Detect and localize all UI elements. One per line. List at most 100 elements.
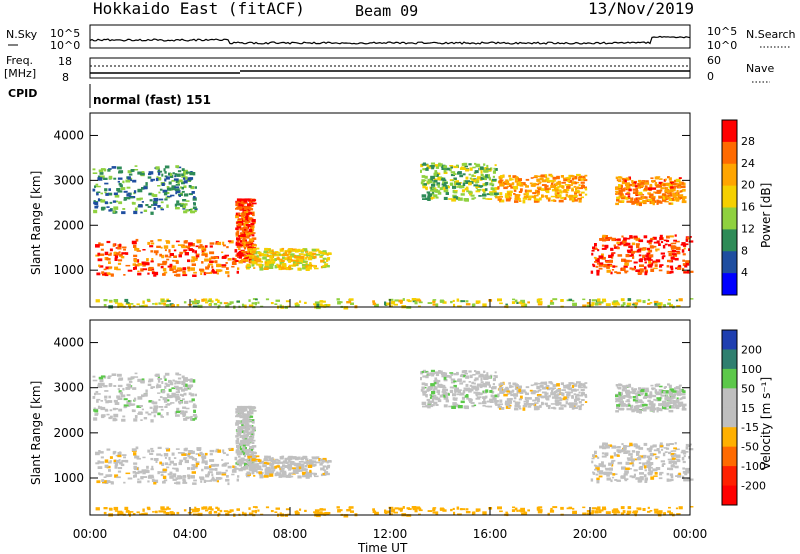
velocity-echo-cell [314, 509, 320, 513]
power-echo-cell [242, 238, 246, 242]
velocity-echo-cell [236, 460, 242, 464]
velocity-echo-cell [303, 461, 306, 464]
velocity-echo-cell [319, 508, 324, 511]
velocity-echo-cell [309, 472, 314, 475]
velocity-echo-cell [668, 451, 672, 455]
power-echo-cell [642, 247, 647, 251]
velocity-echo-cell [100, 456, 104, 459]
velocity-echo-cell [246, 410, 252, 414]
velocity-echo-cell [453, 403, 459, 408]
power-echo-cell [242, 213, 246, 217]
power-echo-cell [301, 249, 305, 252]
power-echo-cell [227, 274, 230, 278]
velocity-echo-cell [654, 389, 658, 393]
velocity-echo-cell [598, 475, 603, 478]
velocity-echo-cell [223, 510, 229, 513]
velocity-echo-cell [647, 506, 650, 509]
power-echo-cell [292, 248, 297, 251]
velocity-echo-cell [237, 475, 240, 478]
power-echo-cell [372, 302, 377, 306]
velocity-echo-cell [494, 375, 498, 379]
velocity-echo-cell [97, 382, 102, 386]
power-echo-cell [251, 237, 257, 240]
velocity-echo-cell [245, 431, 251, 434]
power-echo-cell [431, 183, 436, 187]
velocity-echo-cell [530, 392, 535, 394]
velocity-echo-cell [494, 400, 499, 403]
velocity-echo-cell [196, 447, 202, 451]
power-echo-cell [597, 298, 601, 302]
velocity-echo-cell [561, 389, 566, 391]
power-echo-cell [639, 258, 644, 260]
velocity-echo-cell [678, 472, 681, 475]
velocity-echo-cell [658, 403, 663, 406]
velocity-echo-cell [251, 468, 256, 472]
power-echo-cell [196, 241, 201, 244]
power-echo-cell [514, 197, 519, 200]
velocity-echo-cell [190, 393, 195, 397]
velocity-echo-cell [326, 472, 330, 476]
power-echo-cell [326, 265, 330, 268]
power-echo-cell [578, 177, 582, 180]
velocity-echo-cell [245, 440, 250, 444]
velocity-echo-cell [670, 389, 675, 392]
xtick-label: 20:00 [573, 527, 608, 541]
power-echo-cell [601, 247, 607, 250]
velocity-echo-cell [110, 481, 114, 485]
power-colorbar-swatch [722, 185, 737, 208]
velocity-echo-cell [255, 506, 258, 509]
velocity-echo-cell [179, 476, 183, 480]
velocity-echo-cell [348, 506, 354, 509]
power-echo-cell [236, 221, 240, 224]
power-colorbar-tick: 24 [741, 157, 755, 170]
velocity-echo-cell [674, 442, 677, 445]
velocity-echo-cell [536, 506, 540, 510]
velocity-echo-cell [483, 370, 486, 373]
power-echo-cell [236, 225, 242, 229]
power-echo-cell [183, 250, 187, 253]
velocity-colorbar-swatch [722, 485, 737, 506]
power-echo-cell [265, 298, 270, 301]
velocity-echo-cell [96, 398, 101, 401]
power-echo-cell [495, 196, 501, 199]
velocity-echo-cell [618, 397, 623, 401]
velocity-echo-cell [550, 389, 554, 393]
velocity-echo-cell [309, 459, 313, 462]
power-echo-cell [551, 188, 555, 192]
power-echo-cell [682, 197, 685, 201]
velocity-echo-cell [527, 509, 530, 512]
velocity-echo-cell [155, 373, 160, 377]
velocity-echo-cell [139, 405, 143, 408]
power-echo-cell [424, 175, 428, 179]
velocity-echo-cell [504, 390, 509, 393]
power-echo-cell [615, 301, 619, 304]
power-echo-cell [586, 304, 591, 308]
velocity-echo-cell [194, 415, 198, 418]
power-echo-cell [191, 250, 195, 253]
velocity-echo-cell [486, 372, 489, 375]
velocity-echo-cell [93, 407, 96, 409]
velocity-echo-cell [681, 397, 685, 400]
velocity-echo-cell [183, 448, 188, 452]
velocity-echo-cell [234, 456, 238, 461]
power-echo-cell [487, 169, 491, 172]
velocity-echo-cell [597, 506, 601, 510]
power-echo-cell [203, 298, 208, 302]
power-echo-cell [104, 182, 109, 185]
velocity-echo-cell [427, 374, 431, 377]
velocity-echo-cell [260, 468, 263, 471]
power-echo-cell [610, 271, 613, 275]
power-echo-cell [251, 234, 255, 237]
velocity-echo-cell [435, 511, 439, 515]
velocity-echo-cell [595, 473, 599, 476]
power-echo-cell [675, 182, 679, 186]
velocity-echo-cell [625, 467, 630, 470]
velocity-echo-cell [238, 468, 243, 472]
velocity-echo-cell [565, 401, 568, 405]
velocity-echo-cell [422, 405, 427, 408]
power-echo-cell [471, 174, 475, 177]
velocity-echo-cell [174, 382, 177, 385]
velocity-echo-cell [620, 506, 625, 510]
power-echo-cell [251, 302, 255, 305]
power-echo-cell [430, 196, 434, 200]
